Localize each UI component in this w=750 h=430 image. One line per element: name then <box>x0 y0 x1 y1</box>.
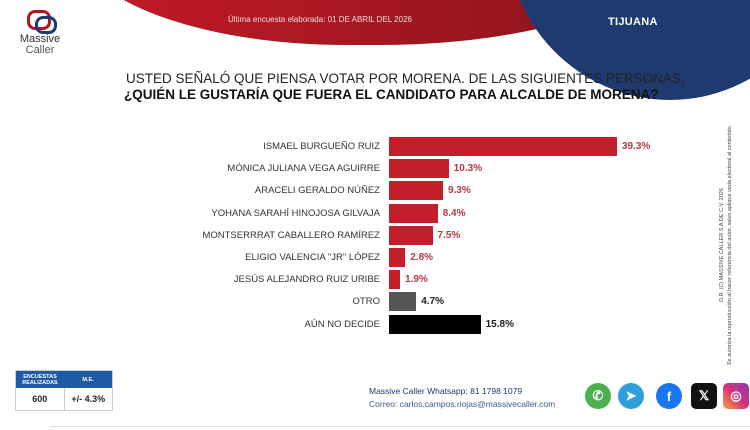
category-label: ARACELI GERALDO NÚÑEZ <box>254 185 380 197</box>
email-contact[interactable]: Correo: carlos.campos.riojas@massivecall… <box>369 399 556 409</box>
category-label: MÓNICA JULIANA VEGA AGUIRRE <box>227 163 380 175</box>
category-label: OTRO <box>352 296 380 308</box>
bar <box>389 181 443 201</box>
category-label: JESÚS ALEJANDRO RUIZ URIBE <box>233 274 380 286</box>
surveys-value: 600 <box>16 388 65 410</box>
value-label: 8.4% <box>442 207 466 219</box>
bar <box>389 314 481 334</box>
reproduction-note: Se autoriza la reproducción al hacer ref… <box>727 124 733 366</box>
survey-date: Última encuesta elaborada: 01 DE ABRIL D… <box>228 15 412 24</box>
survey-stats-table: ENCUESTAS REALIZADAS M.E. 600 +/- 4.3% <box>15 370 113 411</box>
bar <box>389 137 617 156</box>
telegram-icon[interactable]: ➤ <box>618 383 644 409</box>
value-label: 39.3% <box>621 141 651 152</box>
massive-caller-logo: Massive Caller <box>12 8 68 66</box>
copyright-line: D.R. (C) MASSIVE CALLER S.A DE C.V. 2026 <box>719 188 725 302</box>
category-label: AÚN NO DECIDE <box>304 318 380 330</box>
category-label: YOHANA SARAHÍ HINOJOSA GILVAJA <box>211 207 380 219</box>
whatsapp-contact: Massive Caller Whatsapp: 81 1798 1079 <box>369 386 523 396</box>
bar <box>389 292 417 312</box>
bar <box>389 159 449 179</box>
value-label: 15.8% <box>485 318 514 330</box>
value-label: 10.3% <box>453 163 483 175</box>
facebook-icon[interactable]: f <box>656 383 682 409</box>
logo-mark-icon <box>25 8 57 34</box>
footer-divider <box>50 426 750 427</box>
value-label: 9.3% <box>447 185 471 197</box>
question-line-2: ¿QUIÉN LE GUSTARÍA QUE FUERA EL CANDIDAT… <box>124 87 659 102</box>
value-label: 4.7% <box>421 296 445 308</box>
category-label: MONTSERRRAT CABALLERO RAMÍREZ <box>202 229 380 241</box>
x-icon[interactable]: 𝕏 <box>691 383 717 409</box>
value-label: 7.5% <box>437 229 461 241</box>
copyright-note: D.R. (C) MASSIVE CALLER S.A DE C.V. 2026… <box>718 80 748 410</box>
whatsapp-icon[interactable]: ✆ <box>585 383 611 409</box>
bar <box>389 203 438 223</box>
category-label: ELIGIO VALENCIA "JR" LÓPEZ <box>245 252 380 263</box>
bar <box>389 225 433 245</box>
value-label: 2.8% <box>410 252 434 263</box>
margin-error-value: +/- 4.3% <box>71 394 106 404</box>
margin-error-header: M.E. <box>82 376 94 383</box>
category-label: ISMAEL BURGUEÑO RUIZ <box>263 141 380 152</box>
logo-text: Massive <box>19 33 61 45</box>
question-line-1: USTED SEÑALÓ QUE PIENSA VOTAR POR MORENA… <box>126 71 685 86</box>
instagram-icon[interactable]: ◎ <box>723 383 749 409</box>
logo-text-2: Caller <box>25 44 55 56</box>
bar <box>389 248 406 267</box>
city-label: TIJUANA <box>608 16 658 28</box>
bar <box>389 270 401 290</box>
value-label: 1.9% <box>405 274 428 286</box>
surveys-header: ENCUESTAS REALIZADAS <box>22 373 58 386</box>
